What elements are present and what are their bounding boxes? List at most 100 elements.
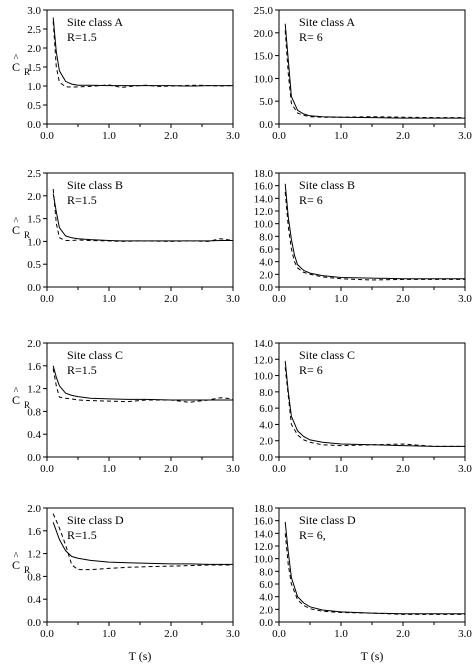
series-line-solid — [52, 17, 233, 87]
series-line-solid — [284, 183, 465, 280]
y-axis-label-hat: ^ — [14, 551, 19, 562]
site-class-label: Site class D — [67, 513, 124, 527]
series-line-dashed — [52, 368, 234, 403]
y-tick-label: 2.5 — [27, 24, 41, 36]
y-tick-label: 1.2 — [27, 384, 41, 396]
y-tick-label: 12.0 — [254, 354, 274, 366]
x-tick-label: 3.0 — [226, 628, 240, 640]
x-tick-label: 1.0 — [334, 130, 348, 142]
r-value-label: R= 6 — [299, 30, 323, 44]
r-value-label: R= 6, — [299, 528, 326, 542]
y-tick-label: 1.6 — [27, 361, 41, 373]
y-tick-label: 0.0 — [259, 119, 273, 131]
y-axis-label-hat: ^ — [14, 53, 19, 64]
y-tick-label: 4.0 — [259, 257, 273, 269]
y-axis-label: C — [12, 393, 20, 407]
series-line-solid — [284, 360, 465, 447]
x-tick-label: 2.0 — [164, 293, 178, 305]
r-value-label: R= 6 — [299, 193, 323, 207]
y-tick-label: 10.0 — [254, 371, 274, 383]
y-tick-label: 6.0 — [259, 244, 273, 256]
y-tick-label: 8.0 — [259, 387, 273, 399]
y-tick-label: 0.5 — [27, 100, 41, 112]
y-tick-label: 1.0 — [27, 236, 41, 248]
x-tick-label: 0.0 — [40, 628, 54, 640]
y-axis-label-subscript: R — [24, 565, 30, 575]
y-tick-label: 14.0 — [254, 528, 274, 540]
x-axis-title: T (s) — [129, 649, 152, 663]
x-axis-title: T (s) — [361, 649, 384, 663]
r-value-label: R=1.5 — [67, 528, 97, 542]
panel-1: 0.0 0.5 1.0 1.5 2.0 2.5 3.0 0.0 1.0 2.0 3.0 Site cl… — [12, 5, 240, 142]
x-tick-label: 1.0 — [334, 293, 348, 305]
y-tick-label: 5.0 — [259, 96, 273, 108]
y-tick-label: 2.0 — [27, 191, 41, 203]
x-tick-label: 1.0 — [102, 463, 116, 475]
site-class-label: Site class D — [299, 513, 356, 527]
y-tick-label: 20.0 — [254, 28, 274, 40]
x-tick-label: 1.0 — [334, 628, 348, 640]
site-class-label: Site class A — [299, 15, 355, 29]
y-tick-label: 16.0 — [254, 181, 274, 193]
panel-7: 0.0 0.4 0.8 1.2 1.6 2.0 0.0 1.0 2.0 3.0 Site class… — [12, 503, 240, 640]
series-line-solid — [52, 522, 233, 565]
x-tick-label: 3.0 — [458, 463, 472, 475]
series-line-solid — [52, 365, 233, 401]
y-tick-label: 0.0 — [27, 119, 41, 131]
panel-4: 0.02.04.06.08.010.012.014.016.018.00.0 1.… — [254, 168, 473, 305]
x-tick-label: 1.0 — [334, 463, 348, 475]
y-tick-label: 0.0 — [27, 452, 41, 464]
x-tick-label: 0.0 — [272, 463, 286, 475]
x-tick-label: 0.0 — [40, 130, 54, 142]
x-tick-label: 2.0 — [396, 130, 410, 142]
y-tick-label: 10.0 — [254, 554, 274, 566]
series-line-dashed — [284, 533, 465, 615]
y-axis-label: C — [12, 558, 20, 572]
y-tick-label: 14.0 — [254, 338, 274, 350]
x-tick-label: 3.0 — [458, 130, 472, 142]
y-tick-label: 2.0 — [27, 338, 41, 350]
y-tick-label: 1.5 — [27, 214, 41, 226]
y-axis-label: C — [12, 223, 20, 237]
x-tick-label: 3.0 — [458, 293, 472, 305]
x-tick-label: 1.0 — [102, 293, 116, 305]
y-tick-label: 0.0 — [27, 617, 41, 629]
y-axis-label-subscript: R — [24, 230, 30, 240]
y-tick-label: 0.0 — [259, 282, 273, 294]
site-class-label: Site class B — [299, 178, 355, 192]
x-tick-label: 2.0 — [396, 628, 410, 640]
panel-6: 0.0 2.0 4.0 6.0 8.0 10.0 12.0 14.0 0.0 1.0 2.0 3.0 S… — [254, 338, 473, 475]
y-tick-label: 2.0 — [259, 436, 273, 448]
y-tick-label: 12.0 — [254, 541, 274, 553]
y-tick-label: 1.2 — [27, 549, 41, 561]
series-line-solid — [284, 521, 465, 615]
series-line-dashed — [284, 191, 465, 281]
y-tick-label: 1.6 — [27, 526, 41, 538]
r-value-label: R=1.5 — [67, 363, 97, 377]
x-tick-label: 2.0 — [164, 130, 178, 142]
y-tick-label: 6.0 — [259, 403, 273, 415]
series-line-dashed — [284, 367, 465, 447]
y-axis-label-subscript: R — [24, 67, 30, 77]
y-tick-label: 15.0 — [254, 51, 274, 63]
y-tick-label: 0.0 — [259, 452, 273, 464]
y-tick-label: 25.0 — [254, 5, 274, 17]
y-tick-label: 0.4 — [27, 429, 41, 441]
y-tick-label: 4.0 — [259, 419, 273, 431]
y-tick-label: 2.0 — [27, 43, 41, 55]
y-tick-label: 12.0 — [254, 206, 274, 218]
y-tick-label: 0.8 — [27, 406, 41, 418]
y-tick-label: 0.0 — [259, 617, 273, 629]
y-tick-label: 0.0 — [27, 282, 41, 294]
site-class-label: Site class C — [67, 348, 123, 362]
y-tick-label: 0.5 — [27, 259, 41, 271]
x-tick-label: 0.0 — [40, 463, 54, 475]
site-class-label: Site class A — [67, 15, 123, 29]
x-tick-label: 0.0 — [40, 293, 54, 305]
y-axis-label-hat: ^ — [14, 216, 19, 227]
y-tick-label: 2.5 — [27, 168, 41, 180]
y-tick-label: 0.8 — [27, 571, 41, 583]
site-class-label: Site class B — [67, 178, 123, 192]
x-tick-label: 2.0 — [396, 293, 410, 305]
x-tick-label: 3.0 — [226, 293, 240, 305]
